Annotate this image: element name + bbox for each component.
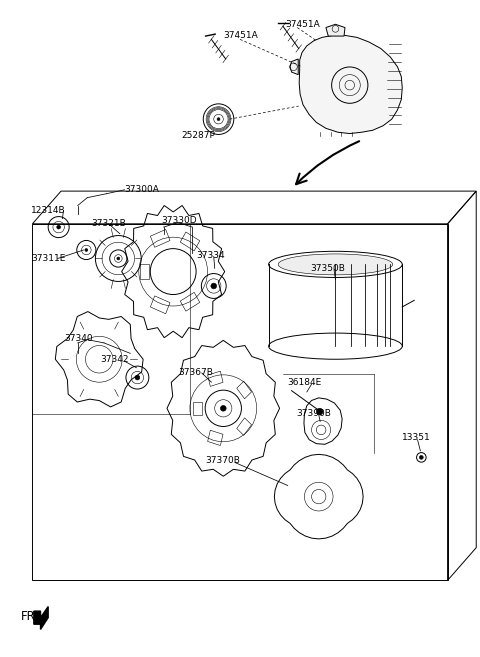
Text: 25287P: 25287P (182, 131, 216, 140)
Circle shape (220, 405, 226, 411)
Polygon shape (290, 59, 298, 75)
Text: 13351: 13351 (402, 433, 431, 442)
Circle shape (217, 118, 220, 121)
Polygon shape (326, 24, 345, 36)
Text: 36184E: 36184E (288, 378, 322, 387)
Text: 37367B: 37367B (178, 368, 213, 377)
Circle shape (135, 375, 140, 380)
Text: 37311E: 37311E (31, 254, 65, 263)
Ellipse shape (278, 254, 393, 275)
Text: 37451A: 37451A (223, 31, 258, 40)
Text: 37370B: 37370B (205, 456, 240, 465)
Circle shape (316, 408, 323, 415)
Polygon shape (299, 35, 402, 133)
Text: 12314B: 12314B (31, 206, 66, 215)
Circle shape (420, 455, 423, 459)
Text: 37300A: 37300A (124, 185, 159, 194)
Circle shape (85, 248, 88, 252)
Text: 37330D: 37330D (161, 216, 197, 225)
Text: FR.: FR. (21, 610, 38, 623)
Circle shape (117, 257, 120, 260)
Circle shape (211, 283, 216, 289)
Text: 37390B: 37390B (296, 409, 331, 418)
Text: 37334: 37334 (196, 251, 225, 260)
Text: 37321B: 37321B (91, 219, 126, 229)
Text: 37340: 37340 (64, 334, 93, 343)
Text: 37342: 37342 (101, 355, 129, 365)
Circle shape (57, 225, 60, 229)
Text: 37350B: 37350B (311, 264, 346, 273)
Text: 37451A: 37451A (285, 20, 320, 29)
Polygon shape (34, 606, 48, 629)
